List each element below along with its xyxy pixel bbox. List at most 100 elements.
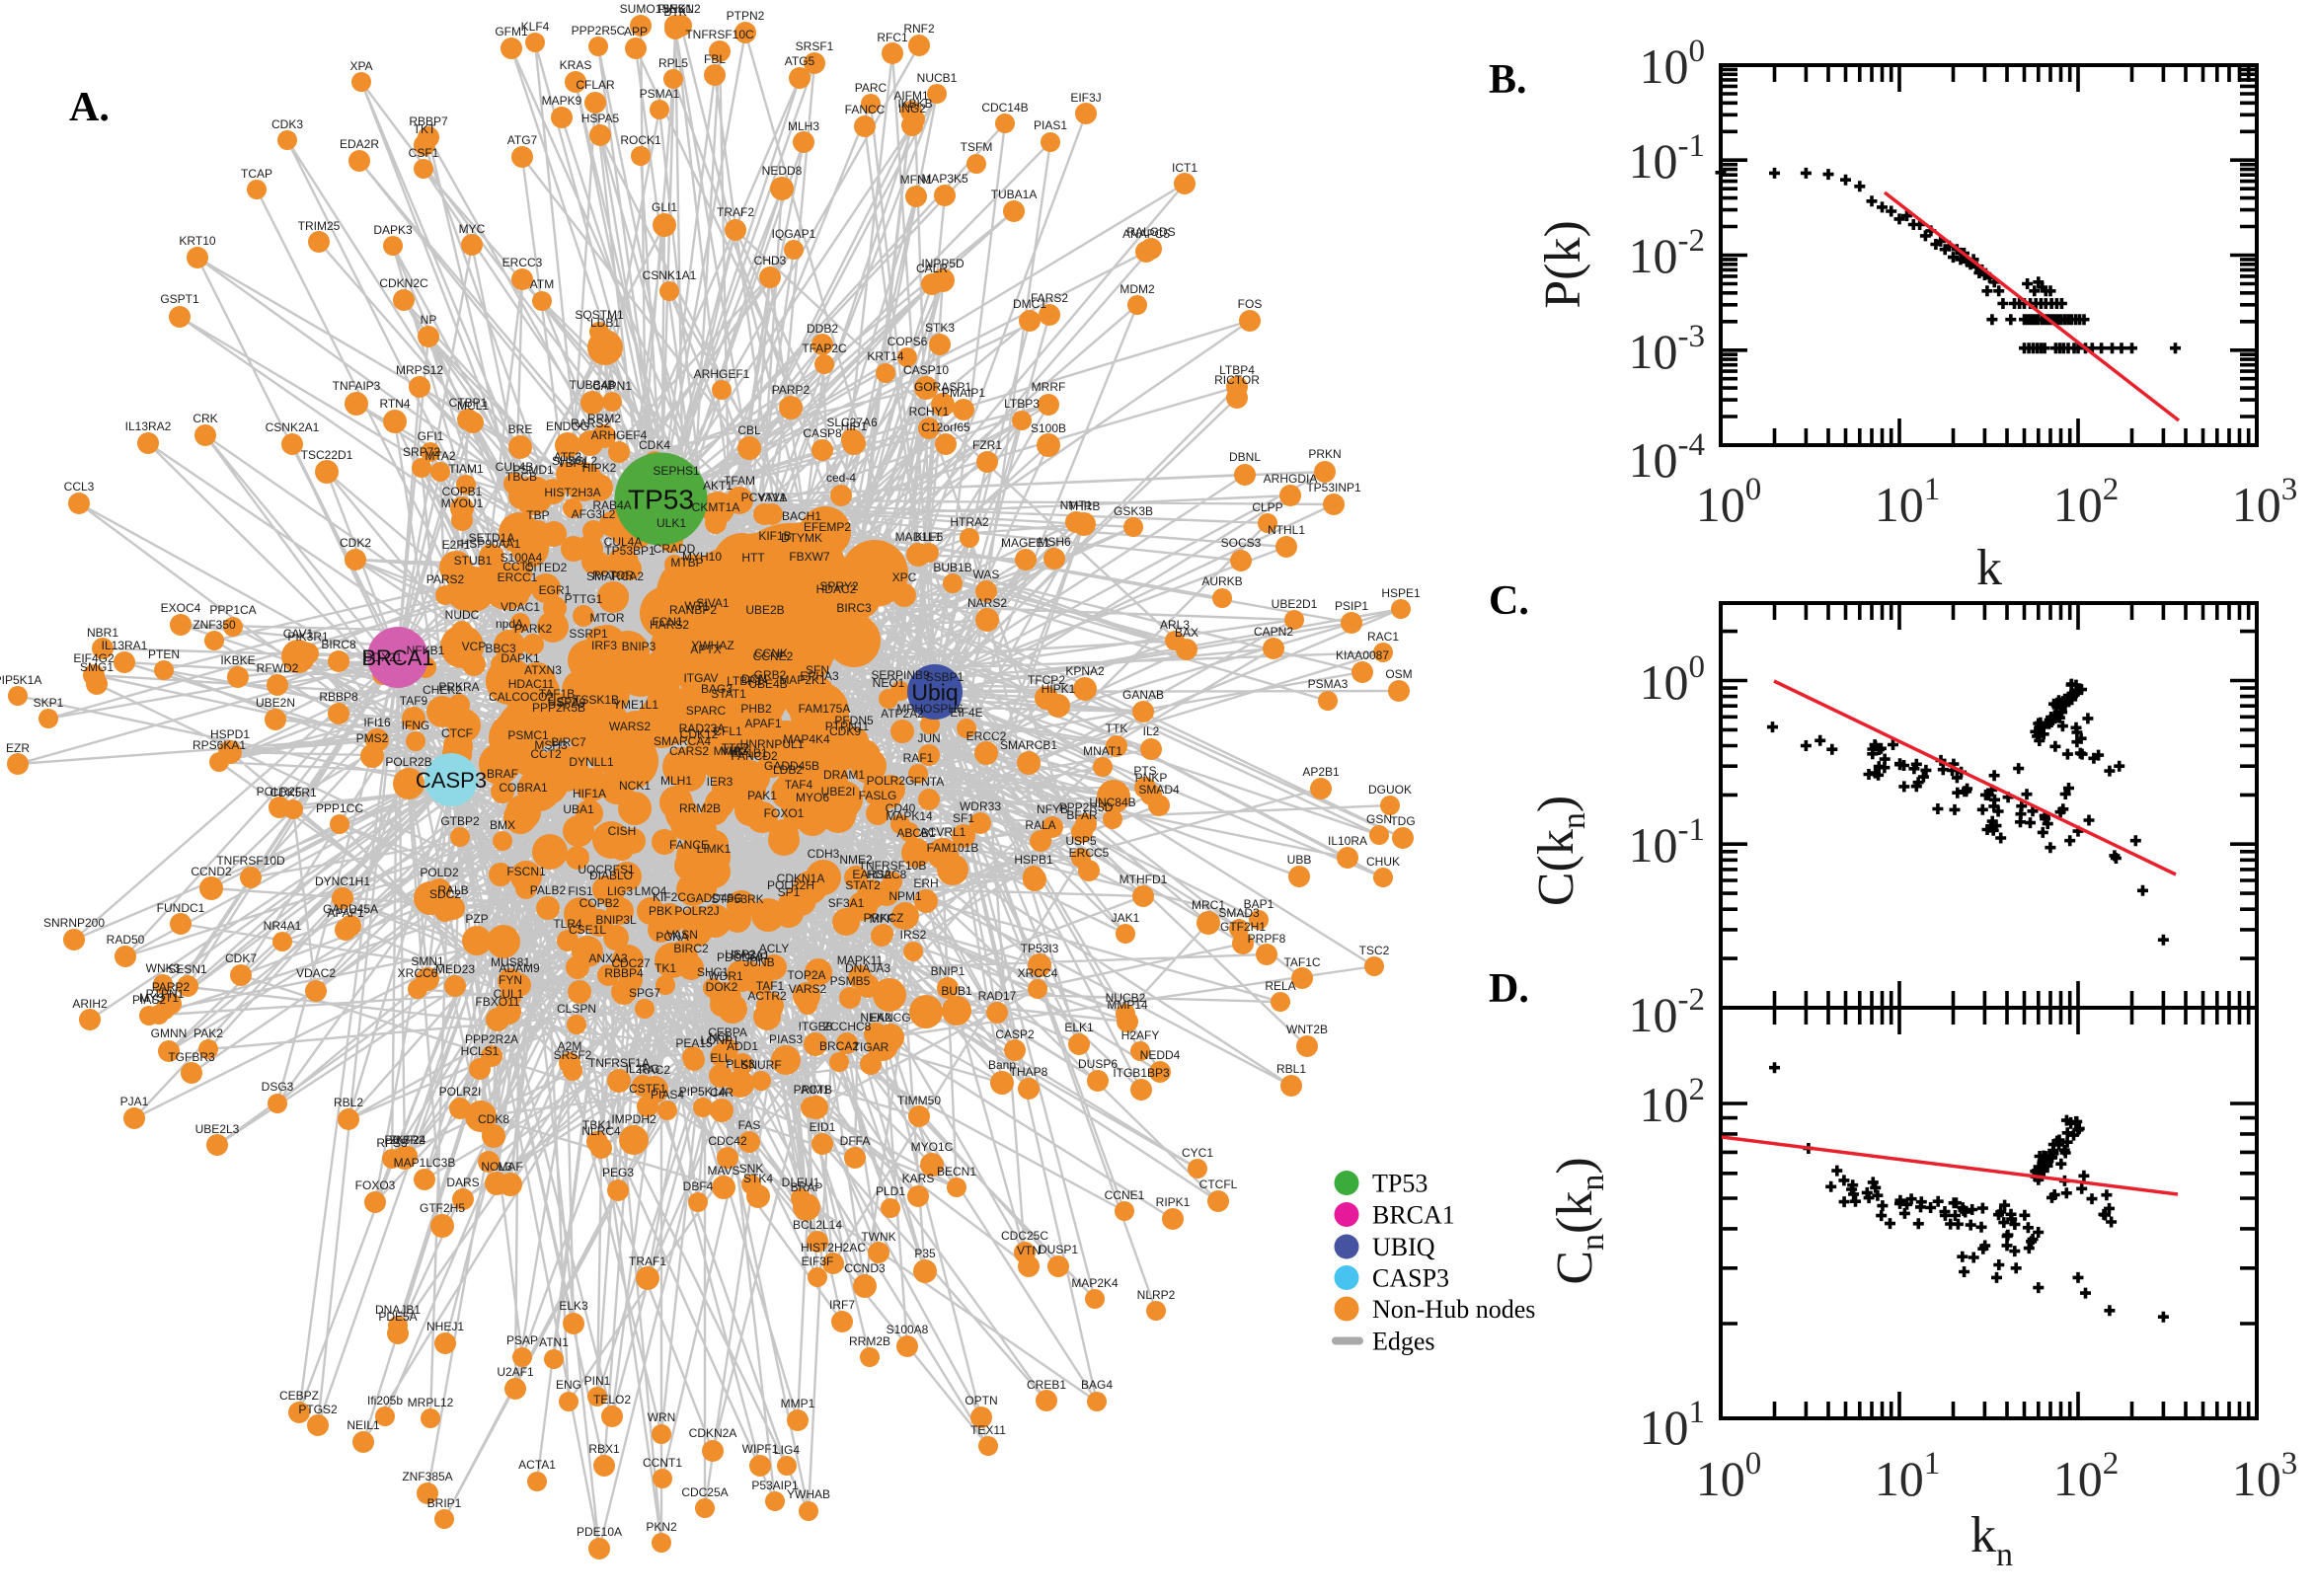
svg-text:STUB1: STUB1 [454, 554, 493, 568]
svg-text:DSG3: DSG3 [262, 1080, 294, 1094]
svg-text:CCNE2: CCNE2 [753, 649, 794, 663]
svg-text:EZR: EZR [6, 741, 30, 755]
svg-text:MNAT1: MNAT1 [1083, 744, 1122, 758]
svg-text:PARS2: PARS2 [426, 572, 465, 586]
svg-text:VHL: VHL [721, 744, 744, 758]
svg-text:SMARCB1: SMARCB1 [1000, 738, 1057, 752]
svg-text:SIVA1: SIVA1 [696, 596, 729, 610]
svg-text:U2AF1: U2AF1 [497, 1365, 534, 1379]
svg-text:MAP3K5: MAP3K5 [921, 172, 968, 186]
svg-text:PPP2R5C: PPP2R5C [572, 24, 626, 38]
svg-text:Banp: Banp [988, 1058, 1016, 1072]
svg-text:SPRY2: SPRY2 [819, 579, 858, 593]
svg-text:Edges: Edges [1372, 1328, 1435, 1356]
svg-text:MAP4K4: MAP4K4 [783, 732, 830, 746]
svg-text:PRKCZ: PRKCZ [864, 911, 904, 925]
svg-text:GTF2H1: GTF2H1 [1220, 920, 1266, 934]
svg-text:CCNT1: CCNT1 [643, 1456, 682, 1470]
svg-text:PIAS2: PIAS2 [132, 993, 166, 1007]
svg-text:SHC1: SHC1 [697, 965, 729, 979]
svg-text:ATM: ATM [530, 277, 554, 291]
svg-text:HIP1: HIP1 [841, 419, 868, 433]
svg-text:MTHFD1: MTHFD1 [1119, 873, 1168, 886]
svg-text:SMG1: SMG1 [80, 660, 114, 674]
svg-text:FOS: FOS [1238, 297, 1263, 311]
svg-text:CDK12: CDK12 [680, 727, 719, 741]
svg-text:FARS2: FARS2 [1031, 291, 1068, 305]
svg-text:MTOR: MTOR [589, 611, 624, 625]
svg-text:TP53I3: TP53I3 [1021, 942, 1059, 955]
svg-text:PALB2: PALB2 [530, 883, 567, 897]
svg-text:ELK3: ELK3 [559, 1299, 588, 1313]
svg-text:PTEN: PTEN [148, 647, 180, 661]
svg-text:UBA1: UBA1 [563, 802, 594, 816]
svg-text:ITGB1BP3: ITGB1BP3 [1113, 1066, 1170, 1080]
svg-text:WNT2B: WNT2B [1286, 1023, 1328, 1036]
svg-text:MFF: MFF [870, 912, 894, 926]
svg-text:MAF: MAF [498, 1160, 522, 1174]
svg-text:CCND3: CCND3 [844, 1261, 886, 1275]
svg-text:SH3GL2: SH3GL2 [552, 454, 597, 468]
svg-text:AURKB: AURKB [1201, 574, 1242, 588]
svg-text:FANCC: FANCC [845, 103, 886, 116]
svg-text:OSM: OSM [1385, 667, 1412, 681]
svg-text:CAV1: CAV1 [283, 627, 314, 641]
svg-text:LIG3: LIG3 [607, 884, 633, 898]
svg-text:MAPK11: MAPK11 [837, 953, 884, 967]
svg-text:VCP: VCP [462, 640, 487, 653]
svg-text:PCYT1A: PCYT1A [741, 491, 788, 504]
svg-text:STK4: STK4 [743, 1172, 773, 1185]
svg-text:IKBKB: IKBKB [897, 97, 932, 111]
svg-text:TBK1: TBK1 [582, 1118, 612, 1132]
svg-text:CDK8: CDK8 [478, 1112, 509, 1126]
svg-text:S100A8: S100A8 [887, 1323, 929, 1336]
svg-text:MRRF: MRRF [1032, 380, 1066, 394]
svg-text:PNKP: PNKP [1135, 771, 1168, 785]
svg-text:BAG4: BAG4 [1081, 1378, 1113, 1392]
svg-text:P53AIP1: P53AIP1 [751, 1479, 799, 1492]
svg-text:FASLG: FASLG [859, 789, 897, 802]
svg-text:npdA: npdA [496, 617, 523, 631]
svg-text:PKN2: PKN2 [646, 1520, 677, 1534]
svg-text:MRPS12: MRPS12 [396, 363, 443, 377]
svg-text:PRIM1: PRIM1 [794, 1083, 830, 1097]
svg-text:ZNF24: ZNF24 [390, 1133, 426, 1147]
svg-text:WDR33: WDR33 [960, 799, 1001, 813]
svg-text:HSPB1: HSPB1 [1014, 853, 1053, 867]
svg-text:NCL: NCL [709, 1030, 733, 1044]
svg-text:KIF1B: KIF1B [758, 529, 791, 543]
svg-text:PSMB5: PSMB5 [830, 974, 871, 988]
svg-text:SMARCA4: SMARCA4 [654, 734, 711, 748]
svg-text:CFL1: CFL1 [713, 724, 742, 738]
svg-text:RFC1: RFC1 [877, 31, 908, 44]
svg-text:GSK3B: GSK3B [1114, 504, 1153, 518]
svg-text:BMX: BMX [490, 818, 515, 832]
svg-text:ACTA1: ACTA1 [518, 1458, 556, 1472]
svg-text:FBXW7: FBXW7 [789, 550, 830, 564]
svg-text:SMAD3: SMAD3 [1218, 906, 1260, 920]
svg-text:ATF3: ATF3 [554, 450, 582, 464]
svg-text:PDCD6IP: PDCD6IP [717, 950, 768, 964]
svg-text:HIST2H3A: HIST2H3A [544, 486, 600, 499]
svg-text:CASP10: CASP10 [903, 363, 949, 377]
svg-text:VARS2: VARS2 [789, 982, 827, 996]
svg-text:TAF1B: TAF1B [539, 687, 575, 701]
svg-text:SERPINB9: SERPINB9 [871, 668, 930, 682]
svg-text:APP: APP [624, 25, 648, 38]
svg-text:ARHGDIA: ARHGDIA [1264, 472, 1318, 486]
svg-text:DOK2: DOK2 [706, 980, 738, 994]
svg-text:RCHY1: RCHY1 [909, 405, 950, 418]
svg-text:Non-Hub nodes: Non-Hub nodes [1372, 1295, 1535, 1324]
svg-text:NEIL1: NEIL1 [347, 1418, 380, 1432]
svg-text:VBP1: VBP1 [558, 456, 588, 470]
svg-text:JUNB: JUNB [743, 955, 774, 969]
svg-text:RNF2: RNF2 [903, 22, 935, 36]
svg-text:NR4A1: NR4A1 [264, 919, 302, 933]
svg-text:TNFRSF10C: TNFRSF10C [685, 28, 754, 41]
svg-text:RELA: RELA [1265, 979, 1295, 993]
svg-text:CDH3: CDH3 [808, 847, 840, 861]
svg-text:IRF3: IRF3 [591, 639, 617, 652]
svg-text:RBL2: RBL2 [334, 1096, 363, 1109]
svg-text:FIS1: FIS1 [568, 884, 593, 898]
svg-text:RPS6KA1: RPS6KA1 [193, 738, 246, 752]
